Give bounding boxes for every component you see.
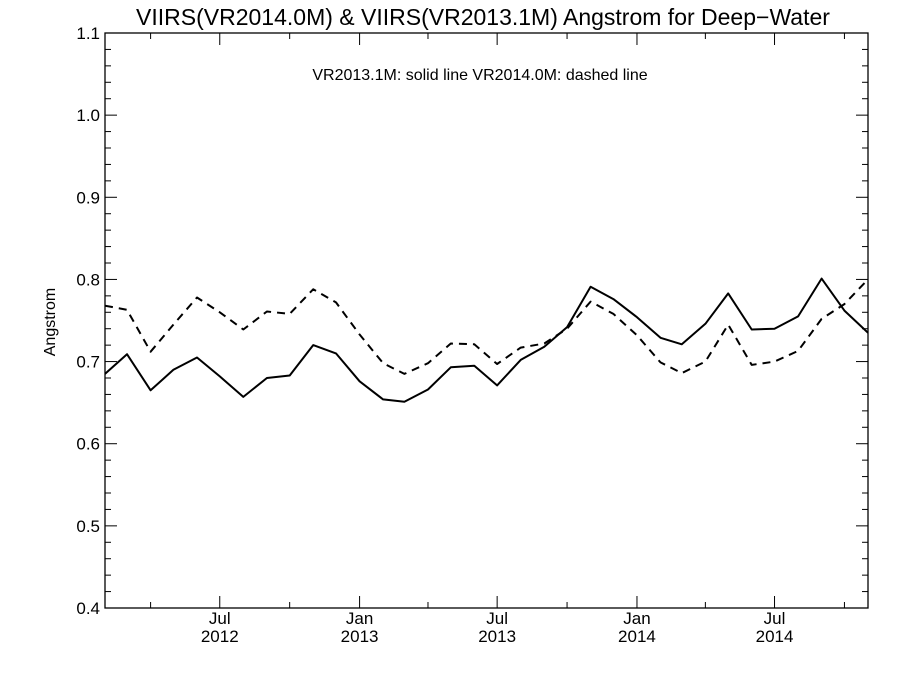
x-tick-label-year: 2014	[756, 627, 794, 646]
y-axis-label: Angstrom	[42, 288, 59, 356]
y-tick-label: 0.8	[76, 270, 100, 289]
y-tick-label: 0.7	[76, 353, 100, 372]
x-tick-label-year: 2012	[201, 627, 239, 646]
y-tick-label: 1.0	[76, 106, 100, 125]
y-tick-label: 0.5	[76, 517, 100, 536]
chart-title: VIIRS(VR2014.0M) & VIIRS(VR2013.1M) Angs…	[136, 4, 830, 30]
x-tick-label-month: Jul	[486, 609, 508, 628]
x-tick-label-month: Jul	[764, 609, 786, 628]
axis-ticks: 0.40.50.60.70.80.91.01.1Jul2012Jan2013Ju…	[76, 24, 868, 646]
y-tick-label: 0.4	[76, 599, 100, 618]
y-tick-label: 0.9	[76, 188, 100, 207]
x-tick-label-year: 2014	[618, 627, 656, 646]
x-tick-label-month: Jan	[623, 609, 650, 628]
series-line-vr2013-1m	[105, 277, 868, 403]
series-layer	[105, 277, 868, 403]
y-tick-label: 0.6	[76, 435, 100, 454]
x-tick-label-month: Jul	[209, 609, 231, 628]
axes	[104, 32, 869, 609]
line-style-annotation: VR2013.1M: solid line VR2014.0M: dashed …	[312, 67, 647, 84]
x-tick-label-month: Jan	[346, 609, 373, 628]
x-tick-label-year: 2013	[341, 627, 379, 646]
x-tick-label-year: 2013	[478, 627, 516, 646]
series-line-vr2014-0m	[105, 278, 868, 375]
y-tick-label: 1.1	[76, 24, 100, 43]
plot-frame	[104, 32, 869, 609]
